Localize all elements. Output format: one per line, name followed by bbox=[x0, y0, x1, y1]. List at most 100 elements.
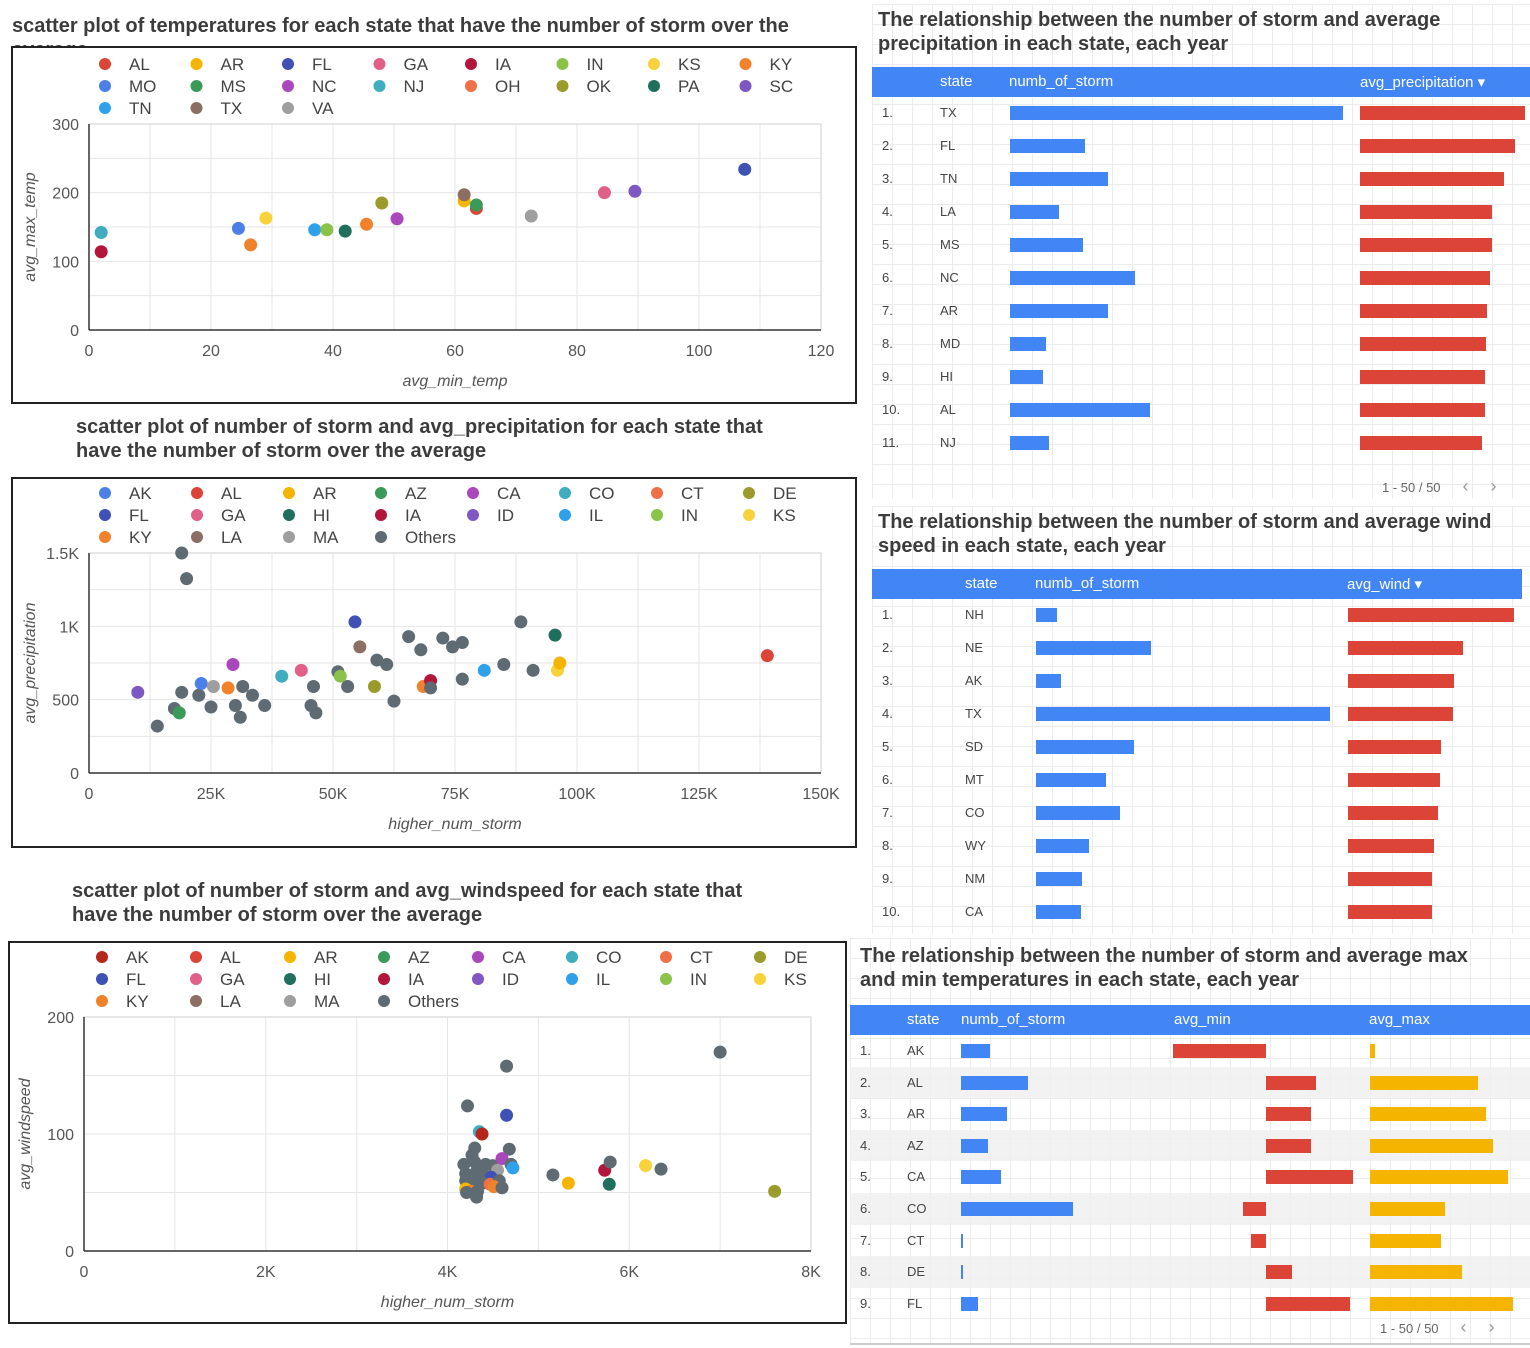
table-row[interactable]: 6. CO bbox=[850, 1193, 1530, 1225]
table-row[interactable]: 5. SD bbox=[872, 731, 1522, 764]
legend-label[interactable]: AK bbox=[129, 484, 152, 503]
scatter-point[interactable] bbox=[500, 1108, 514, 1122]
table-row[interactable]: 7. CO bbox=[872, 797, 1522, 830]
scatter-point[interactable] bbox=[548, 628, 562, 642]
scatter-point[interactable] bbox=[258, 699, 272, 713]
legend-label[interactable]: VA bbox=[312, 99, 334, 118]
scatter-point[interactable] bbox=[244, 238, 258, 252]
scatter-point[interactable] bbox=[338, 224, 352, 238]
scatter-point[interactable] bbox=[546, 1168, 560, 1182]
scatter-point[interactable] bbox=[469, 198, 483, 212]
legend-label[interactable]: IL bbox=[596, 970, 610, 989]
scatter-point[interactable] bbox=[470, 1190, 484, 1204]
legend-label[interactable]: DE bbox=[784, 948, 808, 967]
table-row[interactable]: 8. DE bbox=[850, 1256, 1530, 1288]
scatter-point[interactable] bbox=[387, 694, 401, 708]
scatter-point[interactable] bbox=[475, 1127, 489, 1141]
legend-label[interactable]: KS bbox=[678, 55, 701, 74]
scatter-point[interactable] bbox=[446, 640, 460, 654]
header-avg-wind[interactable]: avg_wind ▾ bbox=[1347, 576, 1423, 593]
table-row[interactable]: 2. FL bbox=[872, 130, 1530, 163]
legend-label[interactable]: ID bbox=[502, 970, 519, 989]
legend-label[interactable]: MA bbox=[314, 992, 340, 1011]
legend-label[interactable]: MA bbox=[313, 528, 339, 547]
scatter-point[interactable] bbox=[455, 672, 469, 686]
table-row[interactable]: 3. AR bbox=[850, 1098, 1530, 1130]
prev-page-icon[interactable]: ‹ bbox=[1460, 1317, 1467, 1337]
scatter-point[interactable] bbox=[526, 663, 540, 677]
scatter-point[interactable] bbox=[639, 1159, 653, 1173]
legend-label[interactable]: TN bbox=[129, 99, 152, 118]
scatter-point[interactable] bbox=[436, 631, 450, 645]
legend-label[interactable]: HI bbox=[313, 506, 330, 525]
scatter-point[interactable] bbox=[603, 1155, 617, 1169]
scatter-point[interactable] bbox=[94, 245, 108, 259]
legend-label[interactable]: Others bbox=[405, 528, 456, 547]
legend-label[interactable]: OH bbox=[495, 77, 521, 96]
scatter-point[interactable] bbox=[367, 679, 381, 693]
legend-label[interactable]: AL bbox=[220, 948, 241, 967]
legend-label[interactable]: AZ bbox=[405, 484, 427, 503]
table-row[interactable]: 10. CA bbox=[872, 896, 1522, 929]
legend-label[interactable]: CA bbox=[502, 948, 526, 967]
table-row[interactable]: 1. NH bbox=[872, 599, 1522, 632]
header-state[interactable]: state bbox=[965, 575, 998, 592]
table-row[interactable]: 6. NC bbox=[872, 262, 1530, 295]
legend-label[interactable]: OK bbox=[587, 77, 612, 96]
scatter-point[interactable] bbox=[175, 546, 189, 560]
legend-label[interactable]: AR bbox=[313, 484, 337, 503]
scatter-point[interactable] bbox=[94, 225, 108, 239]
legend-label[interactable]: HI bbox=[314, 970, 331, 989]
scatter-point[interactable] bbox=[760, 649, 774, 663]
table-row[interactable]: 6. MT bbox=[872, 764, 1522, 797]
scatter-point[interactable] bbox=[206, 679, 220, 693]
legend-label[interactable]: LA bbox=[221, 528, 242, 547]
table-row[interactable]: 2. AL bbox=[850, 1066, 1530, 1099]
legend-label[interactable]: Others bbox=[408, 992, 459, 1011]
table-row[interactable]: 3. TN bbox=[872, 163, 1530, 196]
scatter-point[interactable] bbox=[553, 656, 567, 670]
scatter-point[interactable] bbox=[236, 679, 250, 693]
table-row[interactable]: 4. LA bbox=[872, 196, 1530, 229]
scatter-point[interactable] bbox=[192, 688, 206, 702]
table-row[interactable]: 9. FL bbox=[850, 1288, 1530, 1320]
legend-label[interactable]: IA bbox=[495, 55, 512, 74]
scatter-point[interactable] bbox=[500, 1059, 514, 1073]
scatter-point[interactable] bbox=[457, 188, 471, 202]
scatter-point[interactable] bbox=[259, 211, 273, 225]
legend-label[interactable]: FL bbox=[312, 55, 332, 74]
scatter-point[interactable] bbox=[231, 221, 245, 235]
legend-label[interactable]: CT bbox=[681, 484, 704, 503]
scatter-point[interactable] bbox=[245, 688, 259, 702]
scatter-point[interactable] bbox=[194, 677, 208, 691]
legend-label[interactable]: FL bbox=[126, 970, 146, 989]
scatter-point[interactable] bbox=[150, 719, 164, 733]
scatter-point[interactable] bbox=[402, 630, 416, 644]
legend-label[interactable]: KS bbox=[773, 506, 796, 525]
header-avg-max[interactable]: avg_max bbox=[1369, 1011, 1430, 1028]
legend-label[interactable]: KY bbox=[770, 55, 793, 74]
scatter-point[interactable] bbox=[380, 657, 394, 671]
scatter-point[interactable] bbox=[460, 1099, 474, 1113]
legend-label[interactable]: GA bbox=[220, 970, 245, 989]
table-row[interactable]: 1. AK bbox=[850, 1035, 1530, 1067]
legend-label[interactable]: AL bbox=[129, 55, 150, 74]
scatter-point[interactable] bbox=[738, 162, 752, 176]
legend-label[interactable]: DE bbox=[773, 484, 797, 503]
scatter-point[interactable] bbox=[131, 685, 145, 699]
scatter-point[interactable] bbox=[654, 1162, 668, 1176]
scatter-point[interactable] bbox=[221, 681, 235, 695]
scatter-point[interactable] bbox=[370, 653, 384, 667]
legend-label[interactable]: IA bbox=[408, 970, 425, 989]
legend-label[interactable]: SC bbox=[770, 77, 794, 96]
table-row[interactable]: 5. CA bbox=[850, 1161, 1530, 1193]
table-row[interactable]: 4. TX bbox=[872, 698, 1522, 731]
legend-label[interactable]: AR bbox=[314, 948, 338, 967]
header-numb-of-storm[interactable]: numb_of_storm bbox=[961, 1011, 1066, 1028]
legend-label[interactable]: AK bbox=[126, 948, 149, 967]
scatter-point[interactable] bbox=[175, 685, 189, 699]
scatter-point[interactable] bbox=[602, 1177, 616, 1191]
legend-label[interactable]: LA bbox=[220, 992, 241, 1011]
scatter-point[interactable] bbox=[424, 681, 438, 695]
table-row[interactable]: 7. CT bbox=[850, 1225, 1530, 1257]
